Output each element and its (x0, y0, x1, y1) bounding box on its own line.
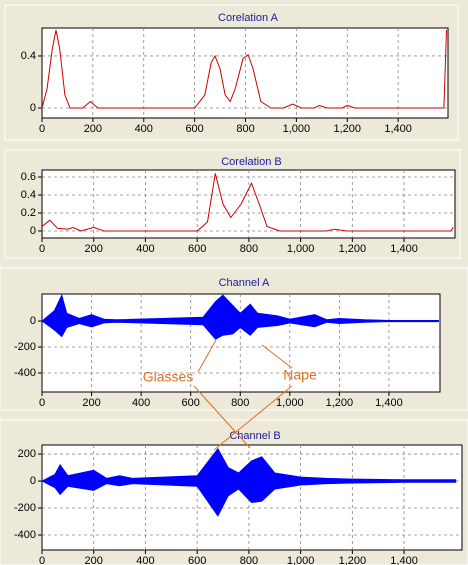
y-tick-label: 0 (30, 225, 36, 237)
x-tick-label: 1,000 (276, 397, 304, 409)
signal-area (41, 447, 457, 482)
x-tick-label: 1,000 (287, 555, 315, 565)
x-tick-label: 1,200 (326, 397, 354, 409)
x-tick-label: 1,200 (339, 555, 367, 565)
y-tick-label: 0.2 (21, 207, 36, 219)
signal-area (41, 293, 439, 322)
x-tick-label: 200 (82, 397, 100, 409)
y-tick-label: 0.4 (21, 189, 36, 201)
data-line (41, 173, 454, 232)
y-tick-label: 0.6 (21, 171, 36, 183)
y-tick-label: 0 (30, 475, 36, 487)
x-tick-label: 200 (85, 243, 103, 255)
y-tick-label: 0.4 (21, 50, 36, 62)
x-tick-label: 400 (135, 123, 153, 135)
x-tick-label: 1,400 (375, 397, 403, 409)
x-tick-label: 600 (188, 555, 206, 565)
data-line (41, 29, 447, 109)
annotation-line (197, 339, 217, 373)
x-tick-label: 1,400 (384, 123, 412, 135)
x-tick-label: 600 (188, 243, 206, 255)
y-tick-label: 0 (30, 315, 36, 327)
plot-area (41, 169, 456, 239)
chart-title: Corelation A (218, 12, 279, 24)
y-tick-label: -400 (14, 367, 36, 379)
x-tick-label: 0 (39, 555, 45, 565)
x-tick-label: 400 (132, 397, 150, 409)
y-tick-label: 200 (18, 448, 36, 460)
x-tick-label: 1,200 (339, 243, 367, 255)
chart-title: Corelation B (221, 156, 282, 168)
x-tick-label: 0 (39, 243, 45, 255)
x-tick-label: 0 (39, 397, 45, 409)
x-tick-label: 600 (182, 397, 200, 409)
x-tick-label: 200 (84, 123, 102, 135)
y-tick-label: -400 (14, 529, 36, 541)
annotation-line (213, 385, 293, 451)
x-tick-label: 400 (136, 555, 154, 565)
annotation-line (261, 344, 293, 369)
x-tick-label: 200 (85, 555, 103, 565)
x-tick-label: 1,000 (283, 123, 311, 135)
signal-area (41, 480, 457, 517)
x-tick-label: 800 (240, 243, 258, 255)
chart-title: Channel A (219, 277, 270, 289)
plot-area (41, 27, 449, 119)
x-tick-label: 1,400 (390, 555, 418, 565)
x-tick-label: 0 (39, 123, 45, 135)
annotation: Nape (283, 367, 317, 383)
x-tick-label: 800 (240, 555, 258, 565)
annotation-line (193, 385, 251, 449)
y-tick-label: -200 (14, 502, 36, 514)
plot-area (41, 293, 441, 393)
y-tick-label: 0 (30, 102, 36, 114)
y-tick-label: -200 (14, 341, 36, 353)
x-tick-label: 400 (136, 243, 154, 255)
x-tick-label: 800 (231, 397, 249, 409)
x-tick-label: 800 (236, 123, 254, 135)
x-tick-label: 1,000 (287, 243, 315, 255)
annotation: Glasses (143, 369, 194, 385)
signal-area (41, 320, 439, 340)
x-tick-label: 600 (185, 123, 203, 135)
x-tick-label: 1,200 (333, 123, 361, 135)
x-tick-label: 1,400 (390, 243, 418, 255)
